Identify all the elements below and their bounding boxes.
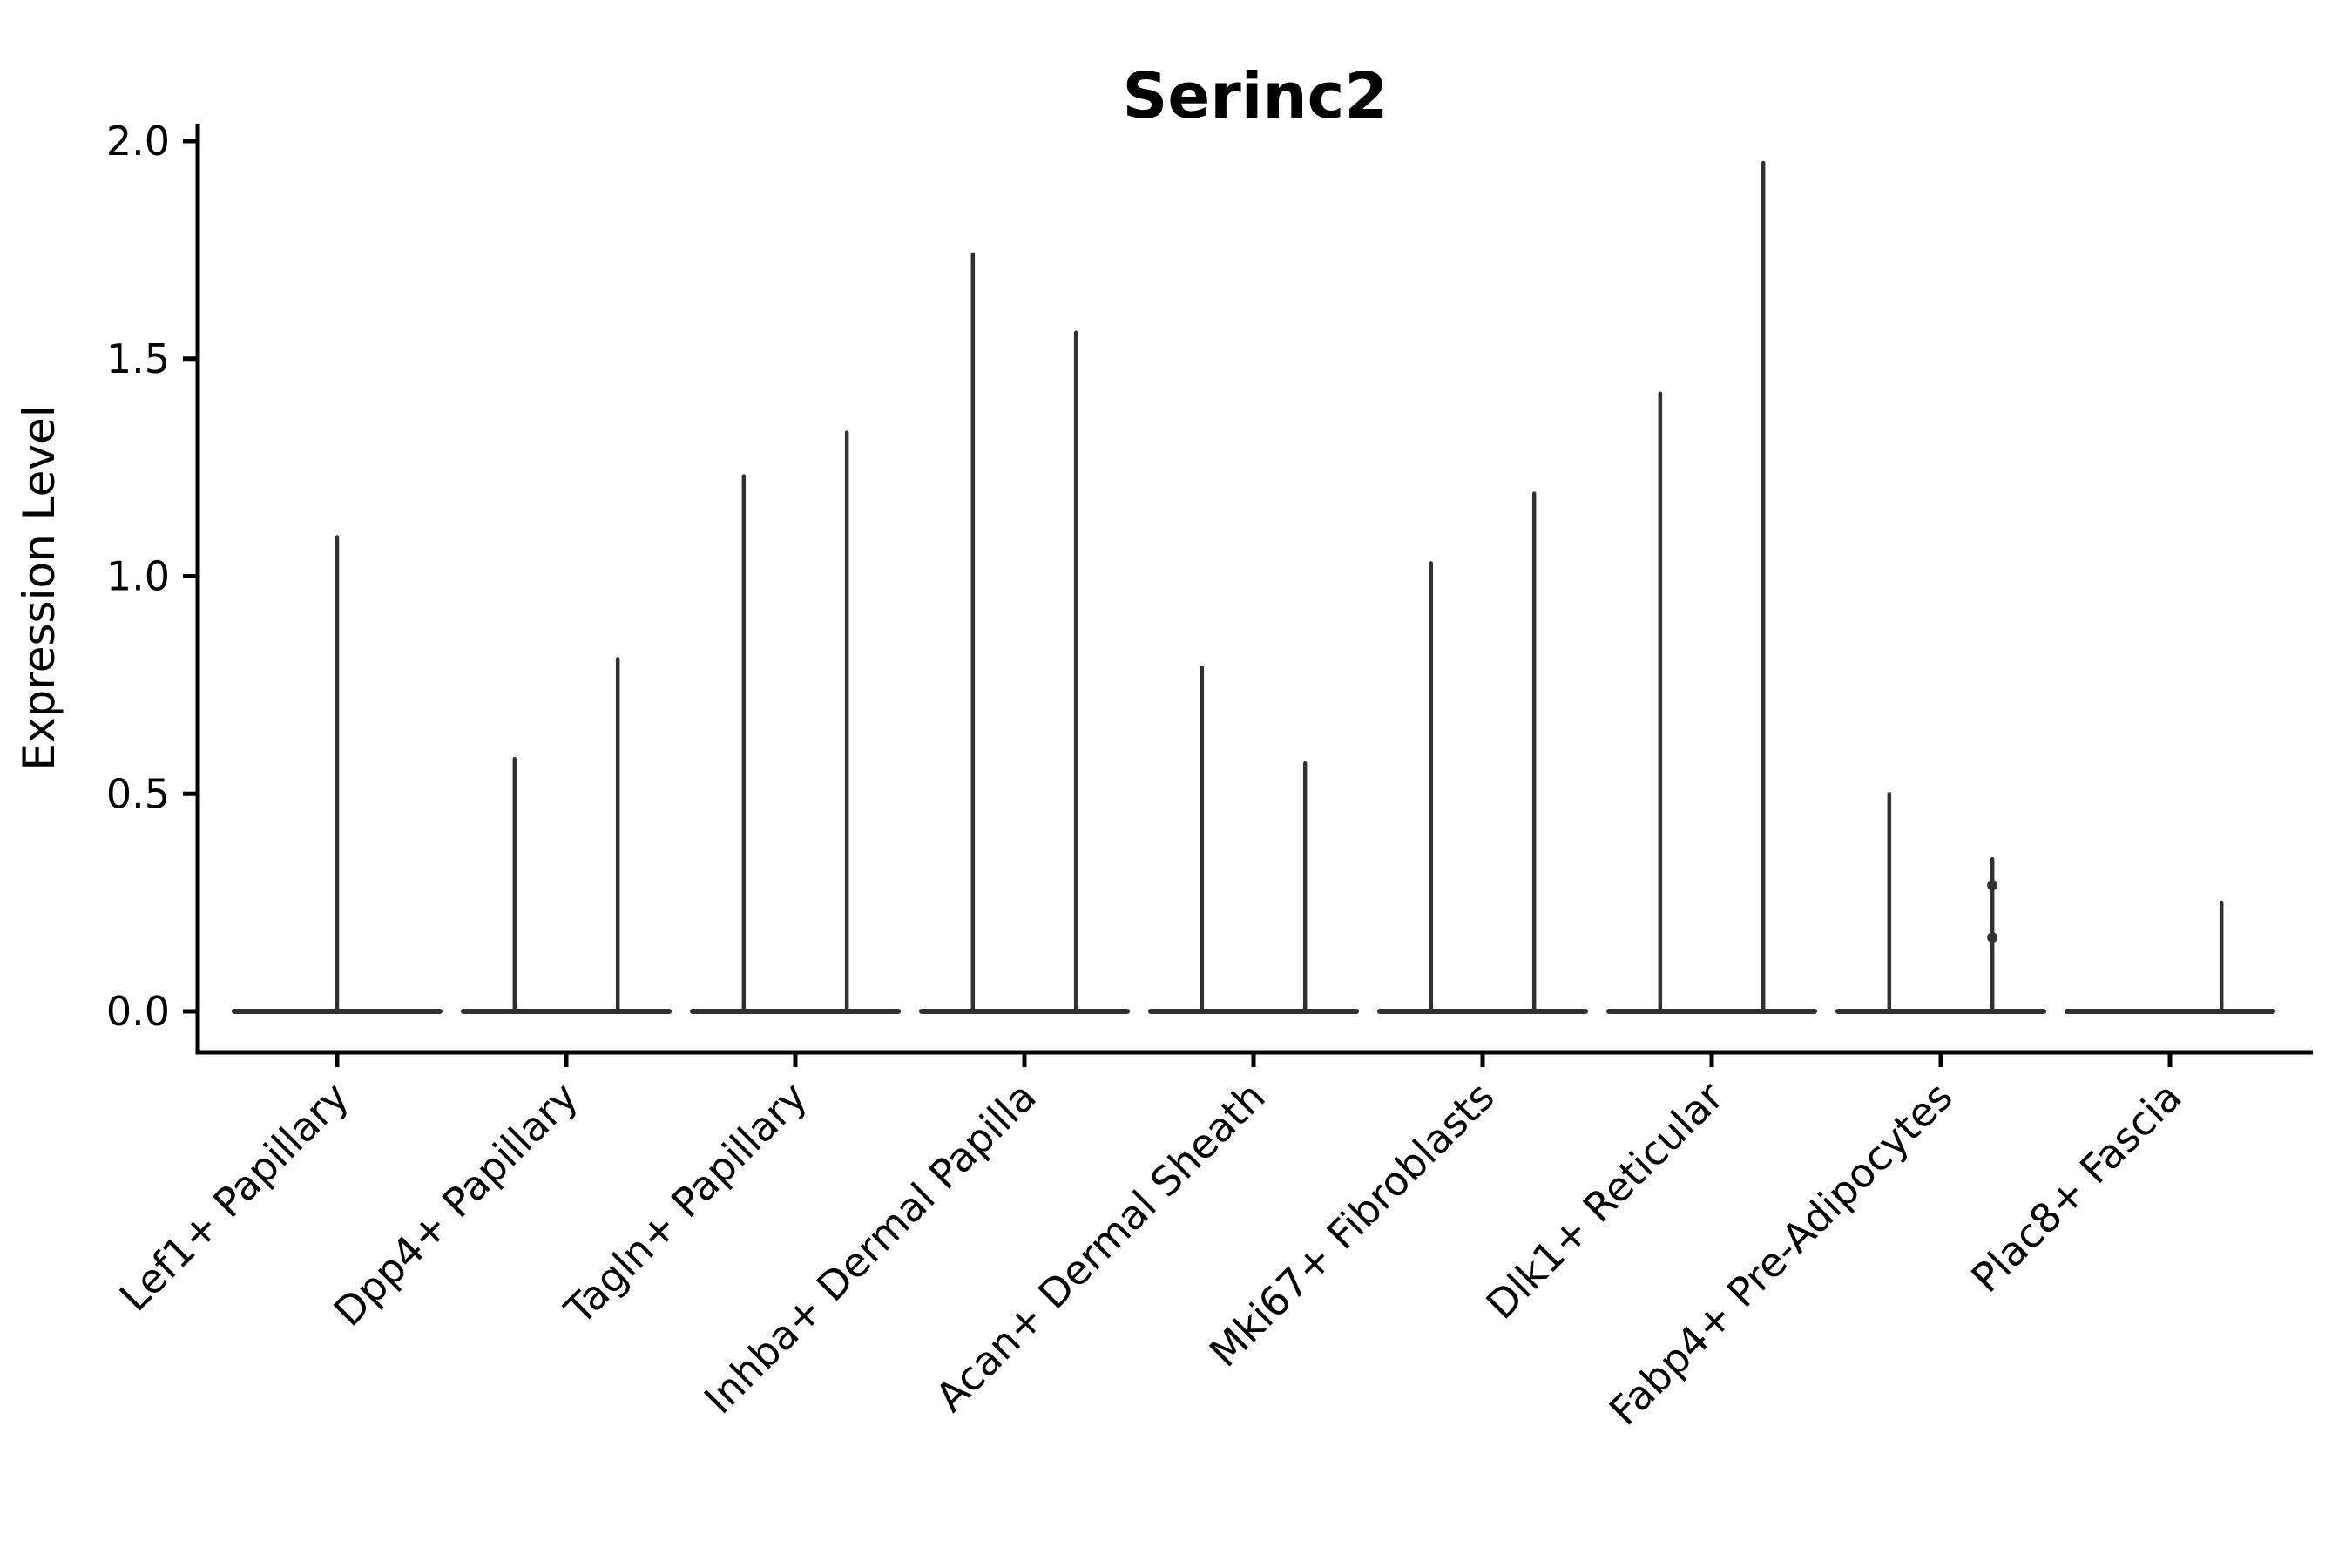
y-axis-label: Expression Level xyxy=(14,405,64,770)
x-tick-label: Tagln+ Papillary xyxy=(555,1073,816,1335)
y-tick-label: 1.5 xyxy=(106,335,170,382)
x-tick-label: Plac8+ Fascia xyxy=(1962,1073,2190,1301)
y-axis-ticks: 0.0 0.5 1.0 1.5 2.0 xyxy=(106,118,198,1035)
expression-point xyxy=(1987,880,1998,891)
y-tick-label: 2.0 xyxy=(106,118,170,165)
x-tick-label: Lef1+ Papillary xyxy=(111,1073,358,1321)
expression-point xyxy=(1987,932,1998,943)
violin-layer xyxy=(232,160,2275,1014)
x-tick-label: Dlk1+ Reticular xyxy=(1477,1073,1733,1328)
y-tick-label: 1.0 xyxy=(106,553,170,600)
y-tick-label: 0.5 xyxy=(106,770,170,817)
plot-title: Serinc2 xyxy=(1123,59,1389,132)
x-tick-label: Dpp4+ Papillary xyxy=(325,1073,587,1335)
y-tick-label: 0.0 xyxy=(106,988,170,1035)
